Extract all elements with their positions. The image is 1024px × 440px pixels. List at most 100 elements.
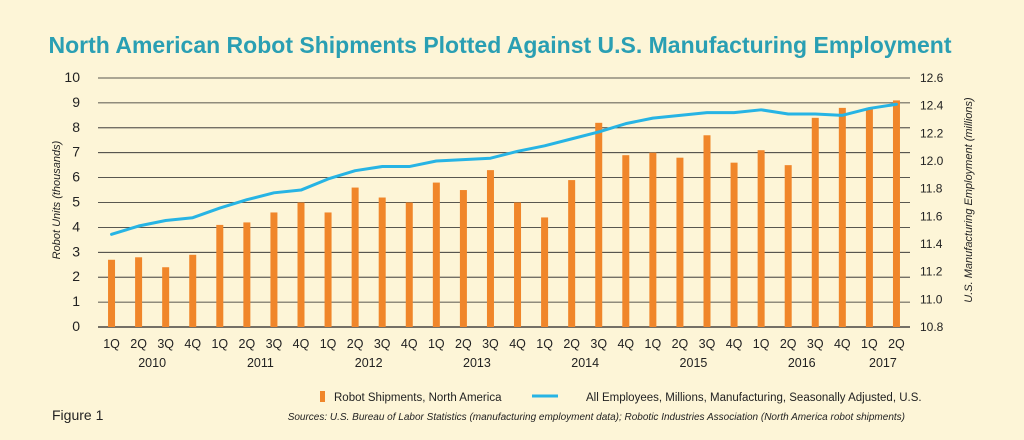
bar — [270, 212, 278, 327]
bar — [892, 100, 900, 327]
x-tick-label: 3Q — [590, 337, 607, 351]
x-tick-label: 2Q — [888, 337, 905, 351]
bar — [108, 259, 116, 327]
year-label: 2012 — [355, 356, 383, 370]
legend-bar-label: Robot Shipments, North America — [334, 392, 502, 404]
x-tick-label: 2Q — [130, 337, 147, 351]
x-tick-label: 3Q — [699, 337, 716, 351]
x-tick-label: 4Q — [726, 337, 743, 351]
bar — [216, 224, 224, 327]
bar — [730, 162, 738, 327]
x-tick-label: 1Q — [645, 337, 662, 351]
bar — [351, 187, 359, 327]
y-tick-label: 6 — [72, 169, 80, 185]
year-label: 2015 — [680, 356, 708, 370]
year-label: 2014 — [571, 356, 599, 370]
bar — [514, 202, 522, 327]
x-tick-label: 3Q — [157, 337, 174, 351]
y-axis-label: Robot Units (thousands) — [51, 140, 63, 259]
bar — [811, 117, 819, 327]
bar — [324, 212, 332, 327]
year-label: 2013 — [463, 356, 491, 370]
figure-label: Figure 1 — [52, 407, 104, 423]
y-tick-label: 1 — [72, 293, 80, 309]
x-tick-label: 2Q — [563, 337, 580, 351]
bar — [189, 254, 197, 327]
y-tick-label: 2 — [72, 268, 80, 284]
bar — [459, 190, 467, 327]
x-tick-label: 1Q — [428, 337, 445, 351]
bar — [486, 170, 494, 327]
x-tick-label: 1Q — [103, 337, 120, 351]
x-tick-label: 2Q — [239, 337, 256, 351]
year-labels: 2010 2011 2012 2013 2014 2015 2016 2017 — [138, 356, 897, 370]
x-tick-label: 1Q — [536, 337, 553, 351]
x-tick-label: 3Q — [482, 337, 499, 351]
x-tick-label: 3Q — [266, 337, 283, 351]
bar — [378, 197, 386, 327]
y2-axis-label: U.S. Manufacturing Employment (millions) — [963, 97, 975, 303]
year-label: 2016 — [788, 356, 816, 370]
x-tick-label: 4Q — [509, 337, 526, 351]
x-tick-label: 2Q — [780, 337, 797, 351]
bar — [297, 202, 305, 327]
bar — [243, 222, 251, 327]
x-tick-label: 2Q — [672, 337, 689, 351]
bar — [865, 107, 873, 327]
bar — [622, 155, 630, 327]
x-tick-label: 1Q — [861, 337, 878, 351]
bar — [784, 165, 792, 327]
x-tick-label: 3Q — [807, 337, 824, 351]
bar — [432, 182, 440, 327]
y-tick-label: 4 — [72, 218, 80, 234]
x-axis-ticks: 1Q 2Q 3Q 4Q 1Q 2Q 3Q 4Q 1Q 2Q 3Q 4Q 1Q 2Q 3Q 4Q 1Q 2Q 3Q 4Q… — [103, 337, 905, 351]
legend-line-label: All Employees, Millions, Manufacturing, … — [586, 392, 922, 404]
legend-bar-swatch — [320, 391, 325, 402]
y2-tick-label: 10.8 — [920, 320, 944, 334]
right-axis-ticks: 10.8 11.0 11.2 11.4 11.6 11.8 12.0 12.2 12.4 12.6 — [920, 71, 944, 334]
x-tick-label: 3Q — [374, 337, 391, 351]
sources-note: Sources: U.S. Bureau of Labor Statistics… — [288, 412, 905, 423]
y-tick-label: 9 — [72, 94, 80, 110]
line-series — [110, 102, 898, 236]
employment-line — [110, 102, 898, 236]
bar — [676, 157, 684, 327]
y2-tick-label: 12.0 — [920, 154, 944, 168]
x-tick-label: 1Q — [211, 337, 228, 351]
y2-tick-label: 11.4 — [920, 237, 943, 251]
left-axis-ticks: 0 1 2 3 4 5 6 7 8 9 10 — [64, 69, 80, 334]
x-tick-label: 1Q — [320, 337, 337, 351]
x-tick-label: 4Q — [293, 337, 310, 351]
year-label: 2010 — [138, 356, 166, 370]
bar — [595, 122, 603, 327]
chart-title: North American Robot Shipments Plotted A… — [48, 32, 951, 58]
x-tick-label: 2Q — [347, 337, 364, 351]
y-tick-label: 8 — [72, 119, 80, 135]
x-tick-label: 4Q — [834, 337, 851, 351]
x-tick-label: 1Q — [753, 337, 770, 351]
y-tick-label: 10 — [64, 69, 80, 85]
bar — [568, 180, 576, 327]
x-tick-label: 4Q — [617, 337, 634, 351]
bar — [649, 152, 657, 327]
bar — [703, 135, 711, 327]
year-label: 2017 — [869, 356, 897, 370]
bar — [757, 150, 765, 327]
y-tick-label: 5 — [72, 194, 80, 210]
y-tick-label: 3 — [72, 243, 80, 259]
y2-tick-label: 11.0 — [920, 292, 943, 306]
bar — [838, 107, 846, 327]
bar — [541, 217, 549, 327]
y2-tick-label: 12.4 — [920, 99, 944, 113]
y-tick-label: 7 — [72, 144, 80, 160]
bar — [405, 202, 413, 327]
bar — [162, 267, 170, 327]
bar-series — [108, 100, 900, 327]
x-tick-label: 4Q — [401, 337, 418, 351]
bar — [135, 257, 143, 327]
year-label: 2011 — [247, 356, 274, 370]
y2-tick-label: 12.2 — [920, 126, 944, 140]
y-tick-label: 0 — [72, 318, 80, 334]
